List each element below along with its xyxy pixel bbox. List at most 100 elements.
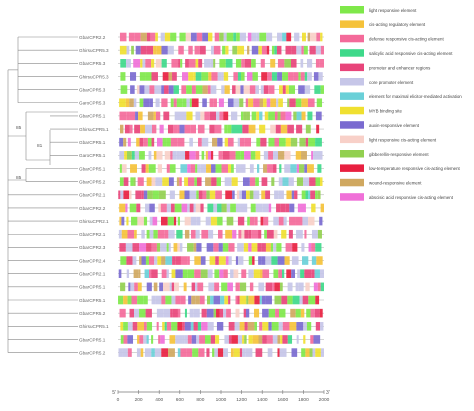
cis-element-block <box>129 308 135 318</box>
cis-element-block <box>305 348 310 357</box>
cis-element-block <box>306 308 311 318</box>
cis-element-block <box>256 111 260 121</box>
cis-element-block <box>140 124 145 134</box>
cis-element-block <box>281 229 287 239</box>
cis-element-block <box>222 151 230 160</box>
cis-element-block <box>189 98 192 108</box>
cis-element-block <box>258 229 262 239</box>
cis-element-block <box>128 256 133 265</box>
cis-element-block <box>196 335 200 344</box>
cis-element-block <box>216 111 220 121</box>
cis-element-block <box>222 45 226 55</box>
cis-element-block <box>213 59 216 68</box>
cis-element-block <box>306 322 312 331</box>
cis-element-block <box>180 256 188 265</box>
cis-element-block <box>270 98 277 108</box>
cis-element-block <box>146 335 149 344</box>
cis-element-block <box>257 243 262 252</box>
cis-element-block <box>149 85 155 94</box>
cis-element-block <box>131 151 135 160</box>
cis-element-block <box>285 111 292 121</box>
cis-element-block <box>148 164 156 173</box>
cis-element-block <box>130 282 135 292</box>
cis-element-block <box>166 322 172 331</box>
cis-element-block <box>248 335 253 344</box>
cis-element-block <box>307 32 311 42</box>
cis-element-block <box>165 295 172 305</box>
cis-element-block <box>123 137 127 147</box>
cis-element-block <box>257 164 260 173</box>
cis-element-block <box>173 216 177 226</box>
cis-element-block <box>179 151 186 160</box>
cis-element-block <box>302 295 309 305</box>
cis-element-block <box>242 124 249 134</box>
cis-element-block <box>172 151 177 160</box>
cis-element-block <box>259 295 262 305</box>
cis-element-block <box>226 32 234 42</box>
legend-label: light responsive element <box>369 8 417 13</box>
cis-element-block <box>273 229 278 239</box>
cis-element-block <box>261 243 266 252</box>
cis-element-block <box>177 216 180 226</box>
cis-element-block <box>200 203 204 213</box>
cis-element-block <box>200 111 205 121</box>
cis-element-block <box>156 151 163 160</box>
cis-element-block <box>252 335 259 344</box>
cis-element-block <box>170 32 177 42</box>
gene-label: GbarCPR2.1 <box>79 193 106 198</box>
cis-element-block <box>228 295 231 305</box>
cis-element-block <box>215 164 222 173</box>
cis-element-block <box>179 243 183 252</box>
cis-element-block <box>272 335 278 344</box>
cis-element-block <box>195 72 202 81</box>
cis-element-block <box>282 85 286 94</box>
cis-element-block <box>239 322 245 331</box>
cis-element-block <box>198 137 202 147</box>
cis-element-block <box>136 203 141 213</box>
cis-element-block <box>178 59 181 68</box>
cis-element-block <box>240 111 244 121</box>
legend-label: gibberellin-responsive element <box>369 152 429 157</box>
cis-element-block <box>217 216 223 226</box>
cis-element-block <box>242 335 245 344</box>
cis-element-block <box>260 137 267 147</box>
cis-element-block <box>261 72 268 81</box>
cis-element-block <box>301 32 306 42</box>
cis-element-block <box>259 124 266 134</box>
cis-element-block <box>138 111 143 121</box>
cis-element-block <box>119 45 127 55</box>
cis-element-block <box>206 243 214 252</box>
cis-element-block <box>267 348 273 357</box>
cis-element-block <box>227 137 234 147</box>
cis-element-block <box>177 308 181 318</box>
cis-element-block <box>127 137 131 147</box>
cis-element-block <box>150 32 156 42</box>
cis-element-block <box>292 243 298 252</box>
cis-element-block <box>276 203 281 213</box>
cis-element-block <box>246 72 253 81</box>
cis-element-block <box>154 85 162 94</box>
cis-element-block <box>167 216 174 226</box>
cis-element-block <box>251 229 259 239</box>
cis-element-block <box>198 59 203 68</box>
cis-element-block <box>120 72 126 81</box>
cis-element-block <box>287 282 293 292</box>
cis-element-block <box>245 98 249 108</box>
legend-label: low-temperature responsive cis-acting el… <box>369 166 461 171</box>
cis-element-block <box>271 256 278 265</box>
axis-tick-label: 800 <box>196 397 204 403</box>
cis-element-block <box>201 229 209 239</box>
cis-element-block <box>163 85 169 94</box>
cis-element-block <box>149 203 155 213</box>
cis-element-block <box>195 85 203 94</box>
cis-element-block <box>218 256 226 265</box>
cis-element-block <box>191 85 196 94</box>
cis-element-block <box>224 137 228 147</box>
cis-element-block <box>127 322 133 331</box>
cis-element-block <box>248 124 256 134</box>
cis-element-block <box>119 177 124 186</box>
cis-element-block <box>280 111 286 121</box>
cis-element-block <box>277 335 281 344</box>
cis-element-block <box>180 164 188 173</box>
cis-element-block <box>275 124 281 134</box>
